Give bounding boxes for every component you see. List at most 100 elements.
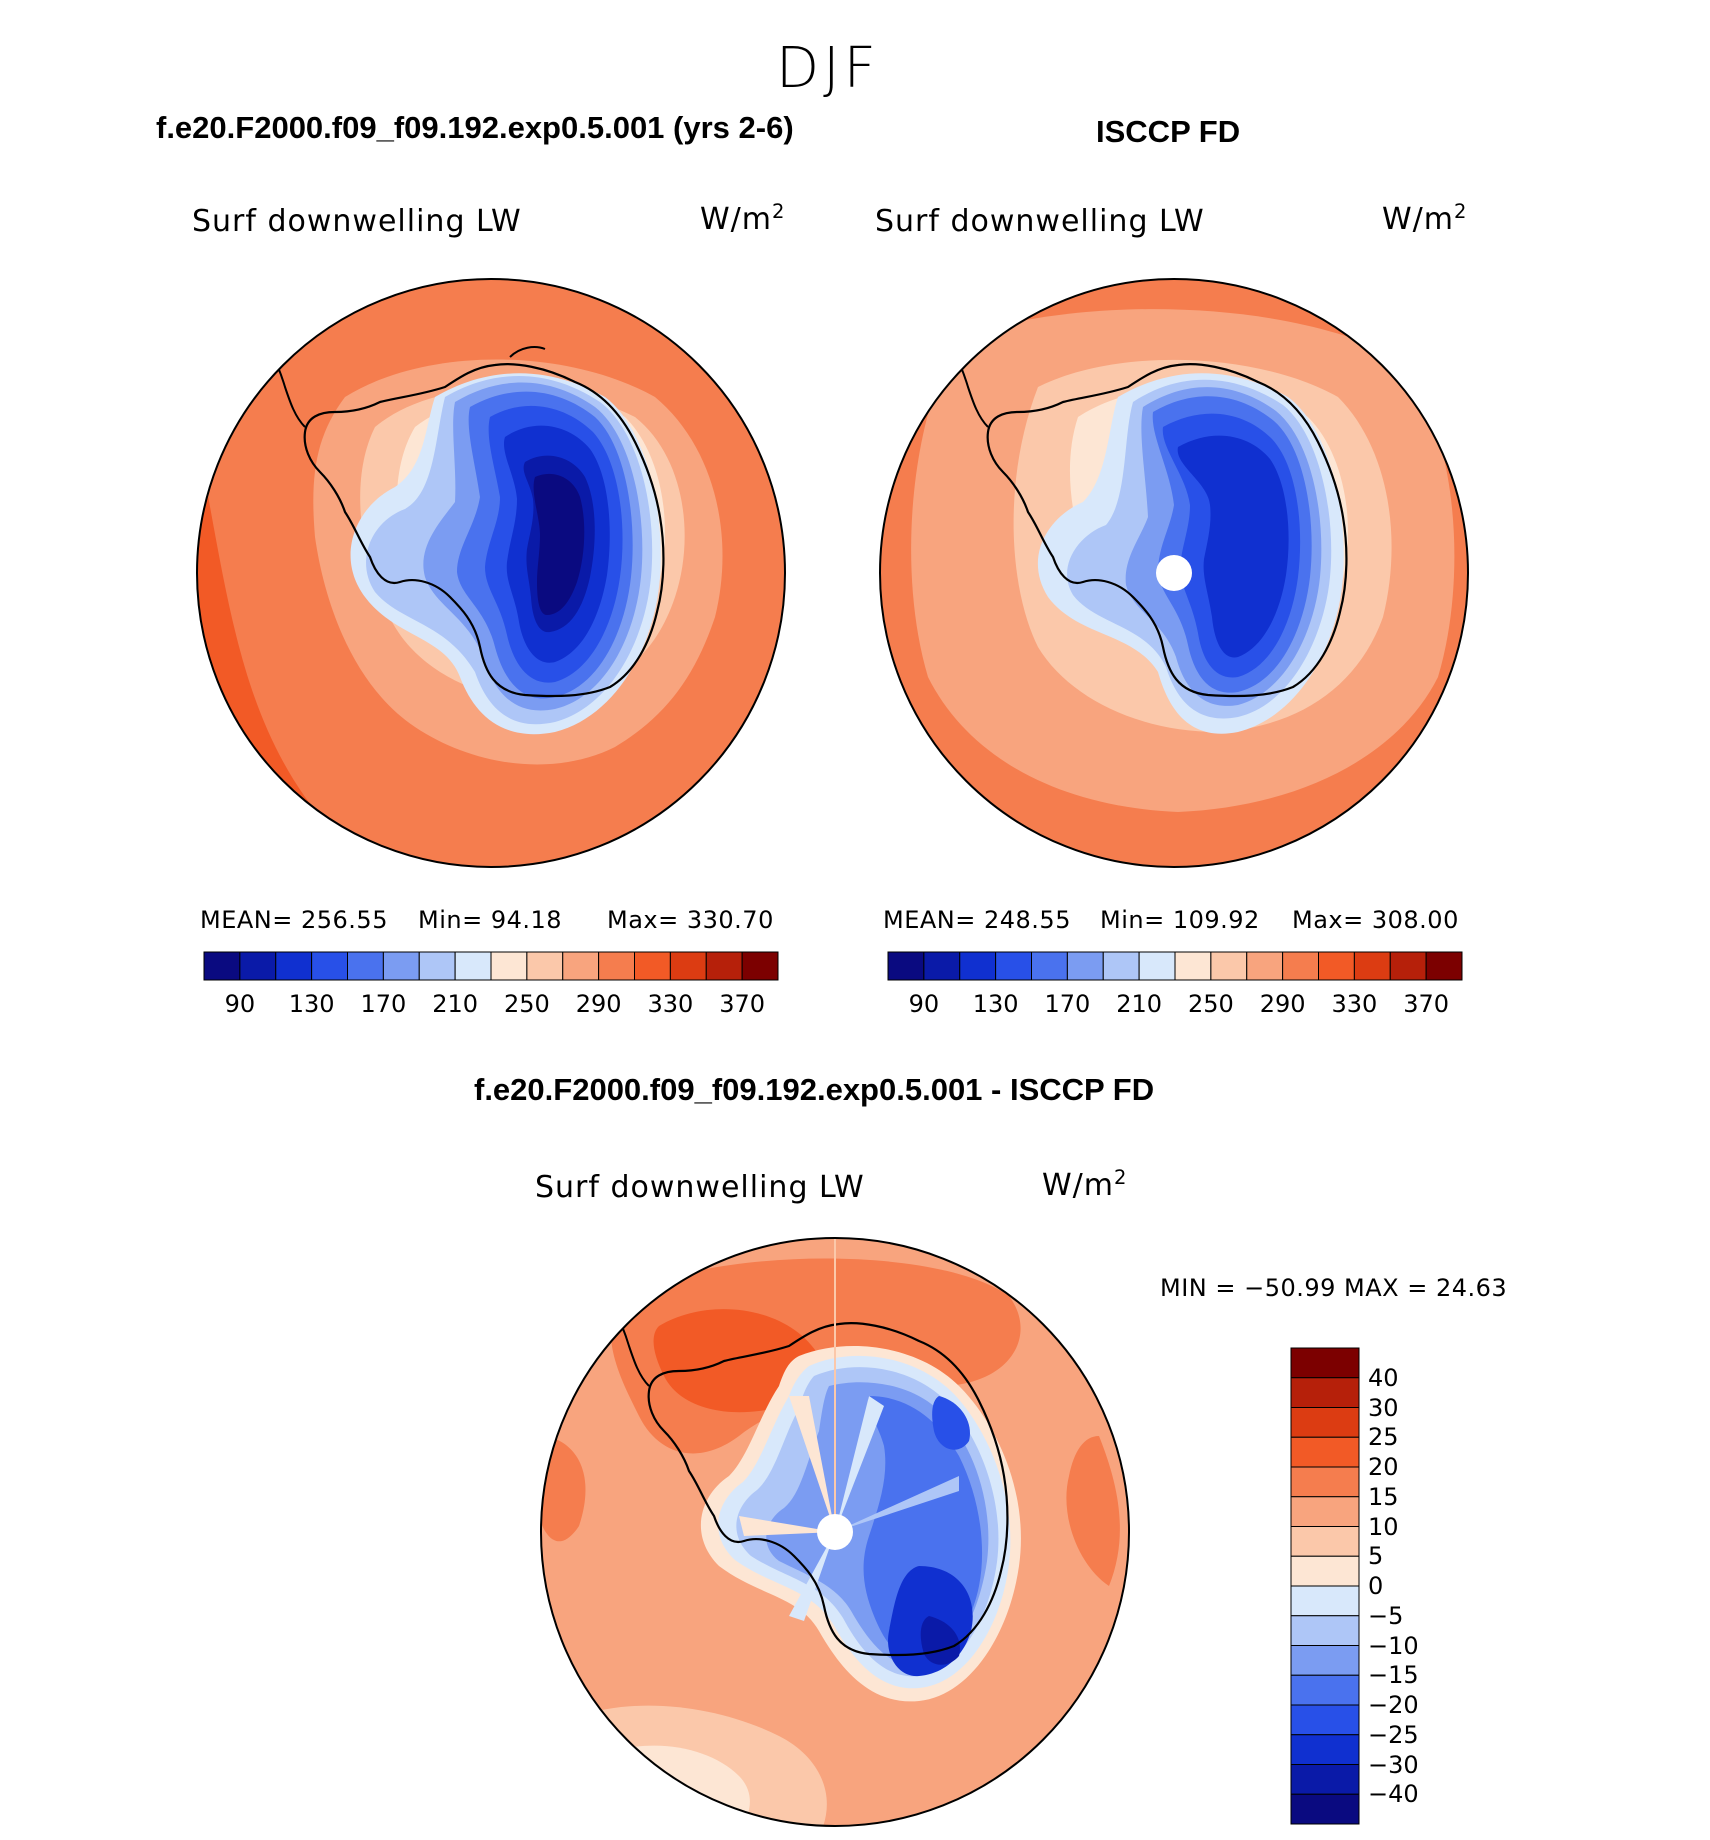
colorbar-tick-label: 130 <box>972 990 1019 1018</box>
colorbar-swatch <box>995 951 1032 981</box>
colorbar-tick-label: 170 <box>360 990 407 1018</box>
left-units-label: W/m2 <box>700 200 786 237</box>
colorbar-swatch <box>887 951 925 981</box>
colorbar-tick-label: 15 <box>1368 1482 1399 1511</box>
colorbar-swatch <box>382 951 420 981</box>
colorbar-swatch <box>1290 1436 1360 1468</box>
colorbar-swatch <box>1318 951 1355 981</box>
colorbar-tick-label: 25 <box>1368 1423 1399 1452</box>
colorbar-swatch <box>239 951 277 981</box>
colorbar-swatch <box>1425 951 1463 981</box>
colorbar-swatch <box>1138 951 1176 981</box>
pole-hole <box>1156 555 1192 591</box>
season-title: DJF <box>776 36 880 101</box>
colorbar-swatch <box>562 951 600 981</box>
contour-band <box>533 473 585 615</box>
right-colorbar <box>887 951 1463 981</box>
diff-units-label: W/m2 <box>1042 1166 1128 1203</box>
colorbar-swatch <box>1290 1407 1360 1438</box>
colorbar-swatch <box>1290 1526 1360 1557</box>
colorbar-tick-label: −20 <box>1368 1691 1419 1719</box>
coastline <box>647 1322 1009 1657</box>
left-variable-label: Surf downwelling LW <box>192 204 522 239</box>
colorbar-tick-label: 330 <box>1331 990 1378 1018</box>
colorbar-swatch <box>1290 1347 1360 1379</box>
colorbar-swatch <box>311 951 348 981</box>
colorbar-swatch <box>705 951 743 981</box>
contour-band <box>835 1396 884 1532</box>
right-panel-title: ISCCP FD <box>1096 114 1241 149</box>
colorbar-tick-label: 330 <box>647 990 694 1018</box>
colorbar-swatch <box>347 951 384 981</box>
colorbar-swatch <box>1246 951 1284 981</box>
colorbar-tick-label: 210 <box>432 990 479 1018</box>
colorbar-tick-label: −5 <box>1368 1601 1404 1630</box>
contour-band <box>541 1436 586 1542</box>
right-colorbar-ticks: 90 130 170 210 250 290 330 370 <box>888 990 1462 1020</box>
colorbar-tick-label: 30 <box>1368 1393 1399 1422</box>
colorbar-swatch <box>1290 1793 1360 1825</box>
colorbar-swatch <box>1389 951 1427 981</box>
colorbar-tick-label: −15 <box>1368 1661 1419 1690</box>
colorbar-swatch <box>275 951 313 981</box>
colorbar-swatch <box>1290 1704 1360 1736</box>
left-mean-stat: MEAN= 256.55 <box>200 906 388 934</box>
colorbar-tick-label: 170 <box>1044 990 1091 1018</box>
coastline <box>621 1325 650 1387</box>
diff-colorbar-ticks: 40 30 25 20 15 10 5 0 −5 −10 −15 −20 −25 −30 −40 <box>1368 1348 1458 1824</box>
right-min-stat: Min= 109.92 <box>1100 906 1260 934</box>
diff-polar-map <box>540 1237 1130 1827</box>
colorbar-swatch <box>454 951 492 981</box>
contour-band <box>1177 435 1289 658</box>
diff-panel-title: f.e20.F2000.f09_f09.192.exp0.5.001 - ISC… <box>474 1072 1155 1107</box>
colorbar-tick-label: 40 <box>1368 1363 1399 1392</box>
colorbar-swatch <box>741 951 779 981</box>
map-boundary <box>540 1237 1130 1827</box>
right-polar-map <box>879 278 1469 868</box>
colorbar-tick-label: 370 <box>719 990 766 1018</box>
colorbar-tick-label: 90 <box>908 990 940 1018</box>
colorbar-swatch <box>1290 1734 1360 1765</box>
colorbar-tick-label: 5 <box>1368 1542 1384 1571</box>
colorbar-swatch <box>1290 1555 1360 1587</box>
contour-band <box>835 1476 959 1532</box>
right-variable-label: Surf downwelling LW <box>875 204 1205 239</box>
colorbar-tick-label: 10 <box>1368 1512 1399 1541</box>
left-colorbar-ticks: 90 130 170 210 250 290 330 370 <box>204 990 778 1020</box>
left-polar-map <box>196 278 786 868</box>
colorbar-swatch <box>634 951 671 981</box>
colorbar-tick-label: 250 <box>503 990 550 1018</box>
colorbar-swatch <box>1210 951 1248 981</box>
colorbar-swatch <box>1290 1466 1360 1498</box>
colorbar-tick-label: 370 <box>1403 990 1450 1018</box>
colorbar-tick-label: 20 <box>1368 1453 1399 1481</box>
contour-band <box>789 1396 835 1532</box>
colorbar-tick-label: −25 <box>1368 1720 1419 1749</box>
coastline <box>986 363 1348 698</box>
colorbar-swatch <box>923 951 961 981</box>
colorbar-swatch <box>1290 1377 1360 1408</box>
colorbar-swatch <box>526 951 564 981</box>
right-max-stat: Max= 308.00 <box>1292 906 1459 934</box>
left-min-stat: Min= 94.18 <box>418 906 563 934</box>
colorbar-tick-label: 290 <box>1259 990 1306 1018</box>
colorbar-tick-label: −10 <box>1368 1631 1419 1660</box>
coastline <box>509 346 546 358</box>
colorbar-swatch <box>1290 1496 1360 1527</box>
colorbar-swatch <box>959 951 997 981</box>
colorbar-swatch <box>1282 951 1319 981</box>
contour-band <box>197 427 525 867</box>
colorbar-swatch <box>1290 1585 1360 1617</box>
diff-colorbar <box>1290 1347 1360 1825</box>
colorbar-swatch <box>669 951 707 981</box>
colorbar-swatch <box>1102 951 1140 981</box>
map-boundary <box>879 278 1469 868</box>
colorbar-tick-label: 250 <box>1187 990 1234 1018</box>
colorbar-tick-label: 290 <box>575 990 622 1018</box>
colorbar-swatch <box>1031 951 1068 981</box>
colorbar-swatch <box>490 951 528 981</box>
left-colorbar <box>203 951 779 981</box>
pole-hole <box>817 1514 853 1550</box>
contour-band <box>1066 1436 1120 1586</box>
colorbar-swatch <box>1290 1645 1360 1676</box>
